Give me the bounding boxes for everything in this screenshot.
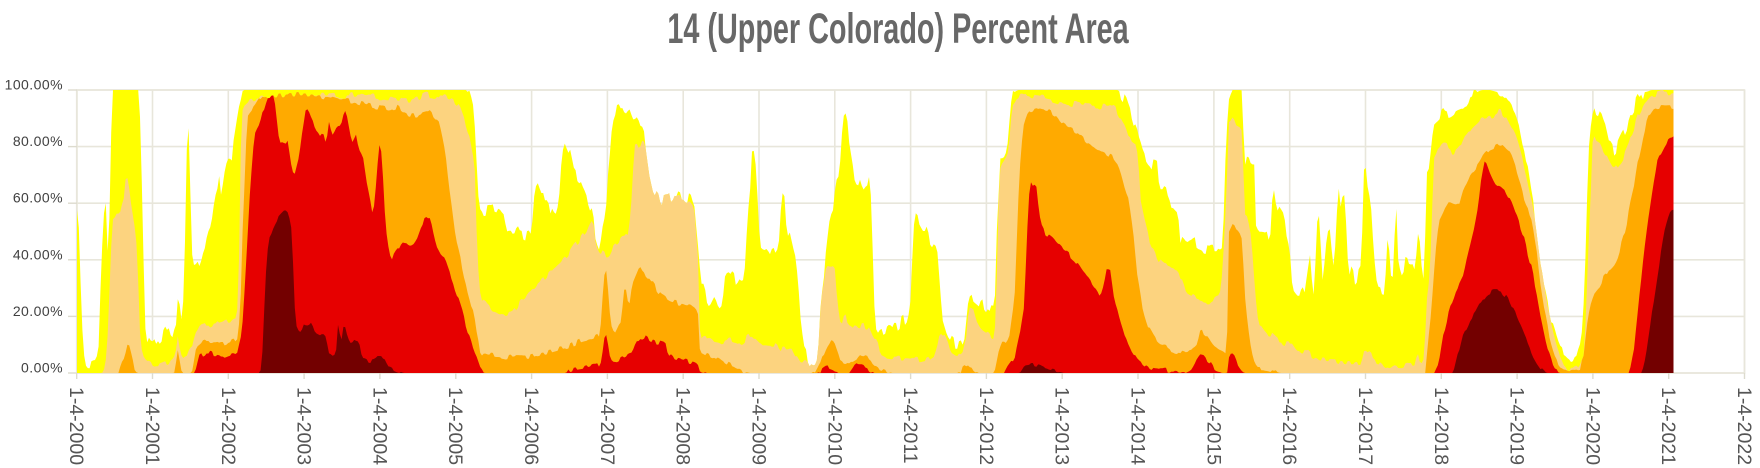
svg-text:80.00%: 80.00% [13, 133, 63, 149]
svg-text:1-4-2014: 1-4-2014 [1127, 387, 1149, 465]
svg-text:1-4-2021: 1-4-2021 [1657, 387, 1679, 465]
svg-text:1-4-2016: 1-4-2016 [1278, 387, 1300, 465]
svg-text:14 (Upper Colorado) Percent Ar: 14 (Upper Colorado) Percent Area [667, 4, 1129, 52]
svg-text:1-4-2013: 1-4-2013 [1051, 387, 1073, 465]
svg-text:100.00%: 100.00% [5, 77, 63, 93]
svg-text:40.00%: 40.00% [13, 246, 63, 262]
svg-text:1-4-2011: 1-4-2011 [899, 387, 921, 464]
svg-text:60.00%: 60.00% [13, 190, 63, 206]
svg-text:1-4-2009: 1-4-2009 [748, 387, 770, 465]
svg-text:1-4-2004: 1-4-2004 [368, 387, 390, 465]
svg-text:1-4-2015: 1-4-2015 [1202, 387, 1224, 465]
svg-text:1-4-2017: 1-4-2017 [1354, 387, 1376, 465]
svg-text:1-4-2019: 1-4-2019 [1506, 387, 1528, 465]
svg-text:1-4-2006: 1-4-2006 [520, 387, 542, 465]
svg-text:1-4-2005: 1-4-2005 [444, 387, 466, 465]
svg-text:0.00%: 0.00% [21, 360, 63, 376]
svg-text:1-4-2022: 1-4-2022 [1733, 387, 1755, 465]
svg-text:1-4-2012: 1-4-2012 [975, 387, 997, 465]
svg-text:1-4-2002: 1-4-2002 [217, 387, 239, 465]
svg-text:1-4-2020: 1-4-2020 [1581, 387, 1603, 465]
svg-text:1-4-2008: 1-4-2008 [672, 387, 694, 465]
svg-text:20.00%: 20.00% [13, 303, 63, 319]
svg-text:1-4-2018: 1-4-2018 [1430, 387, 1452, 465]
svg-text:1-4-2001: 1-4-2001 [141, 387, 163, 465]
svg-text:1-4-2010: 1-4-2010 [823, 387, 845, 465]
svg-text:1-4-2000: 1-4-2000 [65, 387, 87, 465]
svg-text:1-4-2007: 1-4-2007 [596, 387, 618, 465]
svg-text:1-4-2003: 1-4-2003 [293, 387, 315, 465]
